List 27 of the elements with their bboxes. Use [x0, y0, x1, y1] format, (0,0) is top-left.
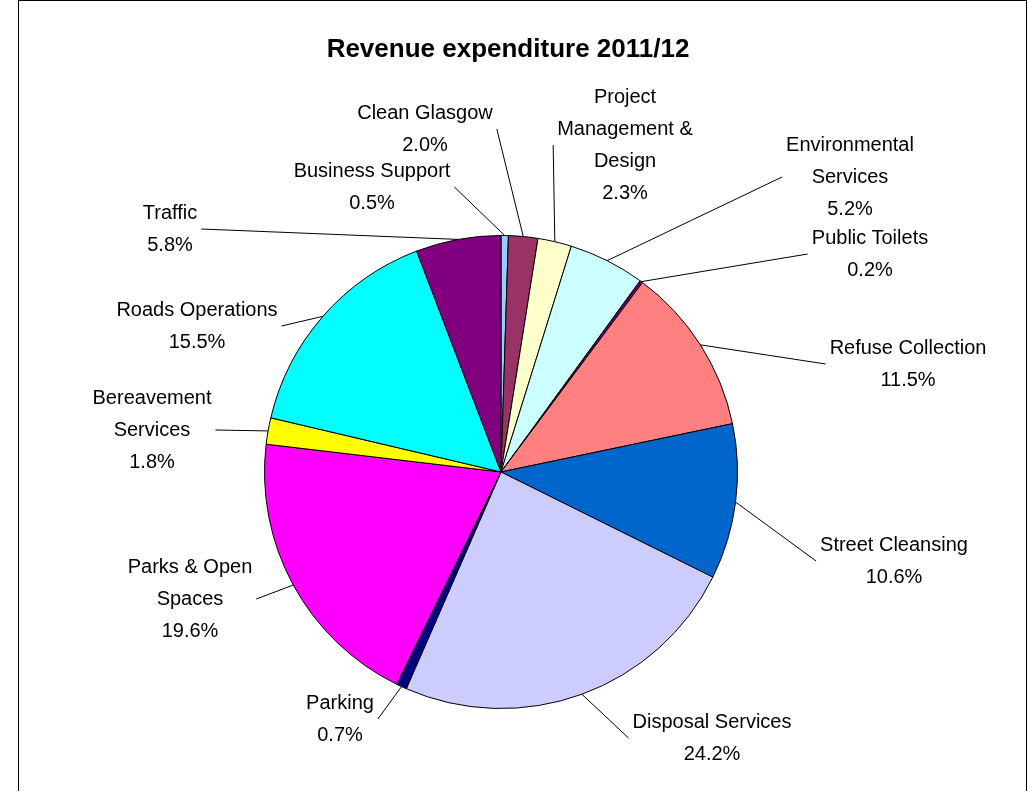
data-label: 15.5%	[168, 329, 226, 352]
data-label: 0.2%	[847, 257, 894, 280]
data-label: 10.6%	[865, 564, 923, 587]
slice-label: Street Cleansing	[820, 532, 968, 555]
data-label: 11.5%	[880, 367, 936, 390]
slice-label: Project Management & Design	[557, 84, 694, 171]
slice-label: Parking	[306, 690, 374, 713]
slice-label: Public Toilets	[811, 225, 929, 248]
slice-label: Refuse Collection	[829, 335, 987, 358]
slice-label: Parks & Open Spaces	[127, 554, 253, 609]
slice-label: Clean Glasgow	[357, 100, 494, 123]
chart-title: Revenue expenditure 2011/12	[326, 33, 690, 64]
data-label: 24.2%	[683, 741, 741, 764]
data-label: 2.3%	[602, 180, 649, 203]
data-label: 0.5%	[349, 190, 396, 213]
data-label: 5.8%	[147, 232, 194, 255]
data-label: 0.7%	[317, 722, 364, 745]
data-label: 1.8%	[129, 449, 176, 472]
data-label: 2.0%	[402, 132, 449, 155]
slice-label: Disposal Services	[632, 709, 792, 732]
slice-label: Roads Operations	[116, 297, 278, 320]
slice-label: Environmental Services	[786, 132, 914, 187]
slice-label: Traffic	[142, 200, 198, 223]
slice-label: Business Support	[293, 158, 451, 181]
data-label: 19.6%	[161, 618, 219, 641]
data-label: 5.2%	[827, 196, 874, 219]
slice-label: Bereavement Services	[92, 385, 212, 440]
